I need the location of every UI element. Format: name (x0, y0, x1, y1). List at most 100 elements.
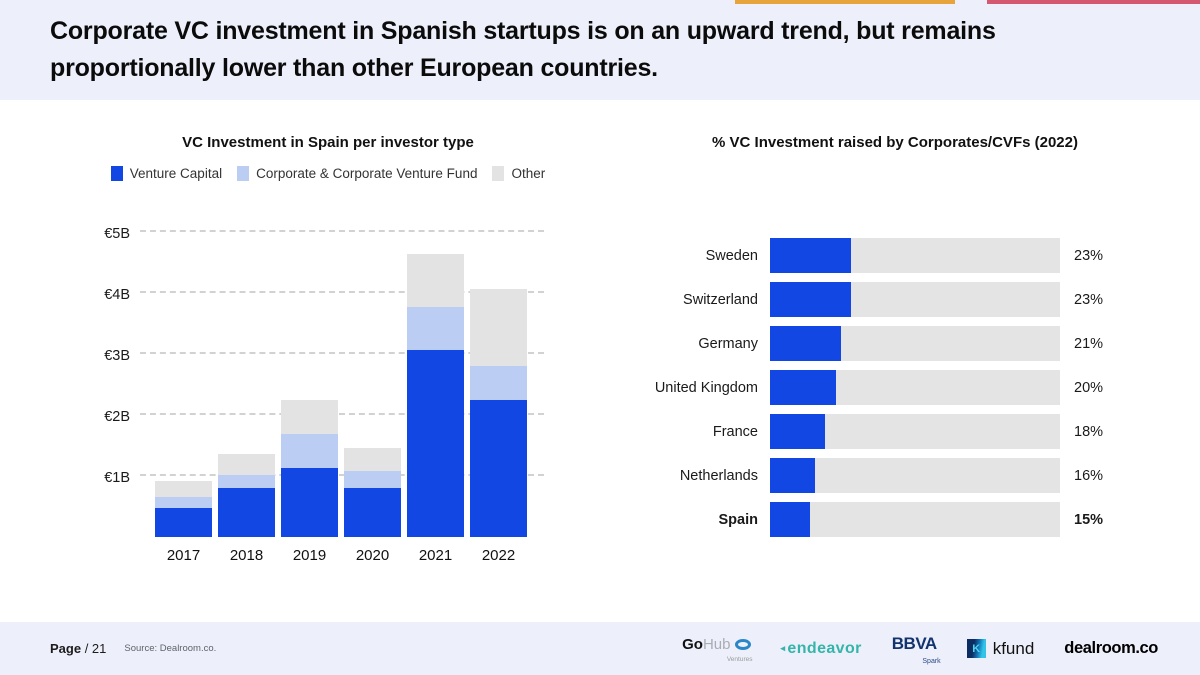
kfund-logo-icon: K (966, 639, 986, 658)
legend-swatch (237, 166, 250, 181)
accent-bar-yellow (735, 0, 955, 4)
value-bar (770, 458, 815, 493)
gridline (140, 291, 544, 293)
bar-segment (218, 454, 275, 475)
country-label: Switzerland (683, 291, 758, 308)
bar-segment (470, 366, 527, 400)
bbva-spark-logo: BBVA Spark (891, 633, 941, 665)
bar-track (770, 238, 1060, 273)
bar-segment (407, 350, 464, 537)
source-note: Source: Dealroom.co. (124, 643, 217, 654)
slide-title-line1: Corporate VC investment in Spanish start… (50, 17, 996, 45)
country-label: Germany (698, 335, 758, 352)
x-tick-label: 2020 (355, 547, 390, 564)
y-tick-label: €2B (104, 409, 130, 425)
country-row-france: France 18% (630, 414, 1160, 449)
stacked-bar-2021 (407, 254, 464, 537)
stacked-bar-2020 (344, 448, 401, 537)
percent-label: 16% (1074, 467, 1104, 484)
x-axis-labels: 2017 2018 2019 2020 2021 2022 (140, 547, 542, 564)
x-tick-label: 2017 (166, 547, 201, 564)
percent-label: 21% (1074, 335, 1104, 352)
bar-segment (155, 497, 212, 508)
country-label: France (712, 423, 758, 440)
value-bar (770, 370, 836, 405)
legend-swatch (110, 166, 123, 181)
stacked-bar-2022 (470, 289, 527, 537)
bar-track (770, 282, 1060, 317)
y-tick-label: €1B (104, 470, 130, 486)
country-row-united-kingdom: United Kingdom 20% (630, 370, 1160, 405)
x-tick-label: 2022 (481, 547, 516, 564)
legend-swatch (492, 166, 505, 181)
bar-segment (470, 400, 527, 537)
bar-track (770, 458, 1060, 493)
bar-segment (344, 448, 401, 471)
country-row-switzerland: Switzerland 23% (630, 282, 1160, 317)
x-tick-label: 2021 (418, 547, 453, 564)
slide-title: Corporate VC investment in Spanish start… (0, 0, 1200, 87)
gridline (140, 413, 544, 415)
page-label: Page (50, 641, 82, 656)
y-tick-label: €5B (104, 226, 130, 242)
y-tick-label: €4B (104, 287, 130, 303)
bar-segment (407, 254, 464, 307)
stacked-bar-2017 (155, 481, 212, 537)
accent-bar-red (987, 0, 1200, 4)
left-chart-title: VC Investment in Spain per investor type (182, 134, 474, 151)
percent-label: 18% (1074, 423, 1104, 440)
bar-segment (218, 475, 275, 488)
footer-band: Page / 21 Source: Dealroom.co. Go Hub Ve… (0, 622, 1200, 675)
page-number: Page / 21 (50, 641, 106, 656)
bar-track (770, 370, 1060, 405)
value-bar (770, 414, 826, 449)
country-row-netherlands: Netherlands 16% (630, 458, 1160, 493)
dealroom-logo: dealroom.co (1064, 639, 1158, 657)
x-tick-label: 2018 (229, 547, 264, 564)
value-bar (770, 502, 811, 537)
legend-item: Other (492, 166, 545, 181)
page-value: / 21 (84, 641, 107, 656)
legend-item: Corporate & Corporate Venture Fund (237, 166, 477, 181)
bar-segment (470, 289, 527, 366)
bar-segment (281, 400, 338, 434)
percent-label: 23% (1074, 291, 1104, 308)
bar-columns (140, 227, 542, 537)
y-tick-label: €3B (104, 348, 130, 364)
gohub-logo: Go Hub Ventures (682, 636, 753, 663)
value-bar (770, 238, 852, 273)
legend-item: Venture Capital (110, 166, 222, 181)
value-bar (770, 326, 842, 361)
percent-label: 20% (1074, 379, 1104, 396)
country-row-germany: Germany 21% (630, 326, 1160, 361)
header-band: Corporate VC investment in Spanish start… (0, 0, 1200, 100)
country-label: Sweden (705, 247, 758, 264)
bar-segment (281, 434, 338, 468)
country-rows: Sweden 23% Switzerland 23% Germany 21% United … (630, 238, 1160, 537)
bar-segment (218, 488, 275, 537)
bar-segment (344, 471, 401, 488)
value-bar (770, 282, 852, 317)
left-chart-legend: Venture Capital Corporate & Corporate Ven… (48, 166, 608, 181)
country-label: United Kingdom (654, 379, 758, 396)
stacked-bar-2018 (218, 454, 275, 537)
country-row-spain: Spain 15% (630, 502, 1160, 537)
country-label: Netherlands (679, 467, 758, 484)
kfund-logo: K kfund (966, 639, 1034, 659)
stacked-bar-chart: VC Investment in Spain per investor type… (48, 118, 608, 564)
gohub-logo-text: Go (682, 636, 703, 653)
country-row-sweden: Sweden 23% (630, 238, 1160, 273)
gridline (140, 352, 544, 354)
plot-area (140, 227, 544, 537)
bar-track (770, 326, 1060, 361)
gohub-logo-icon (734, 639, 751, 650)
endeavor-logo: ◂ endeavor (780, 639, 862, 657)
horizontal-bar-chart: % VC Investment raised by Corporates/CVF… (630, 118, 1160, 537)
stacked-bar-2019 (281, 400, 338, 537)
country-label: Spain (718, 511, 758, 528)
percent-label: 23% (1074, 247, 1104, 264)
bar-segment (407, 307, 464, 350)
gridline (140, 230, 544, 232)
endeavor-arrow-icon: ◂ (780, 643, 786, 653)
